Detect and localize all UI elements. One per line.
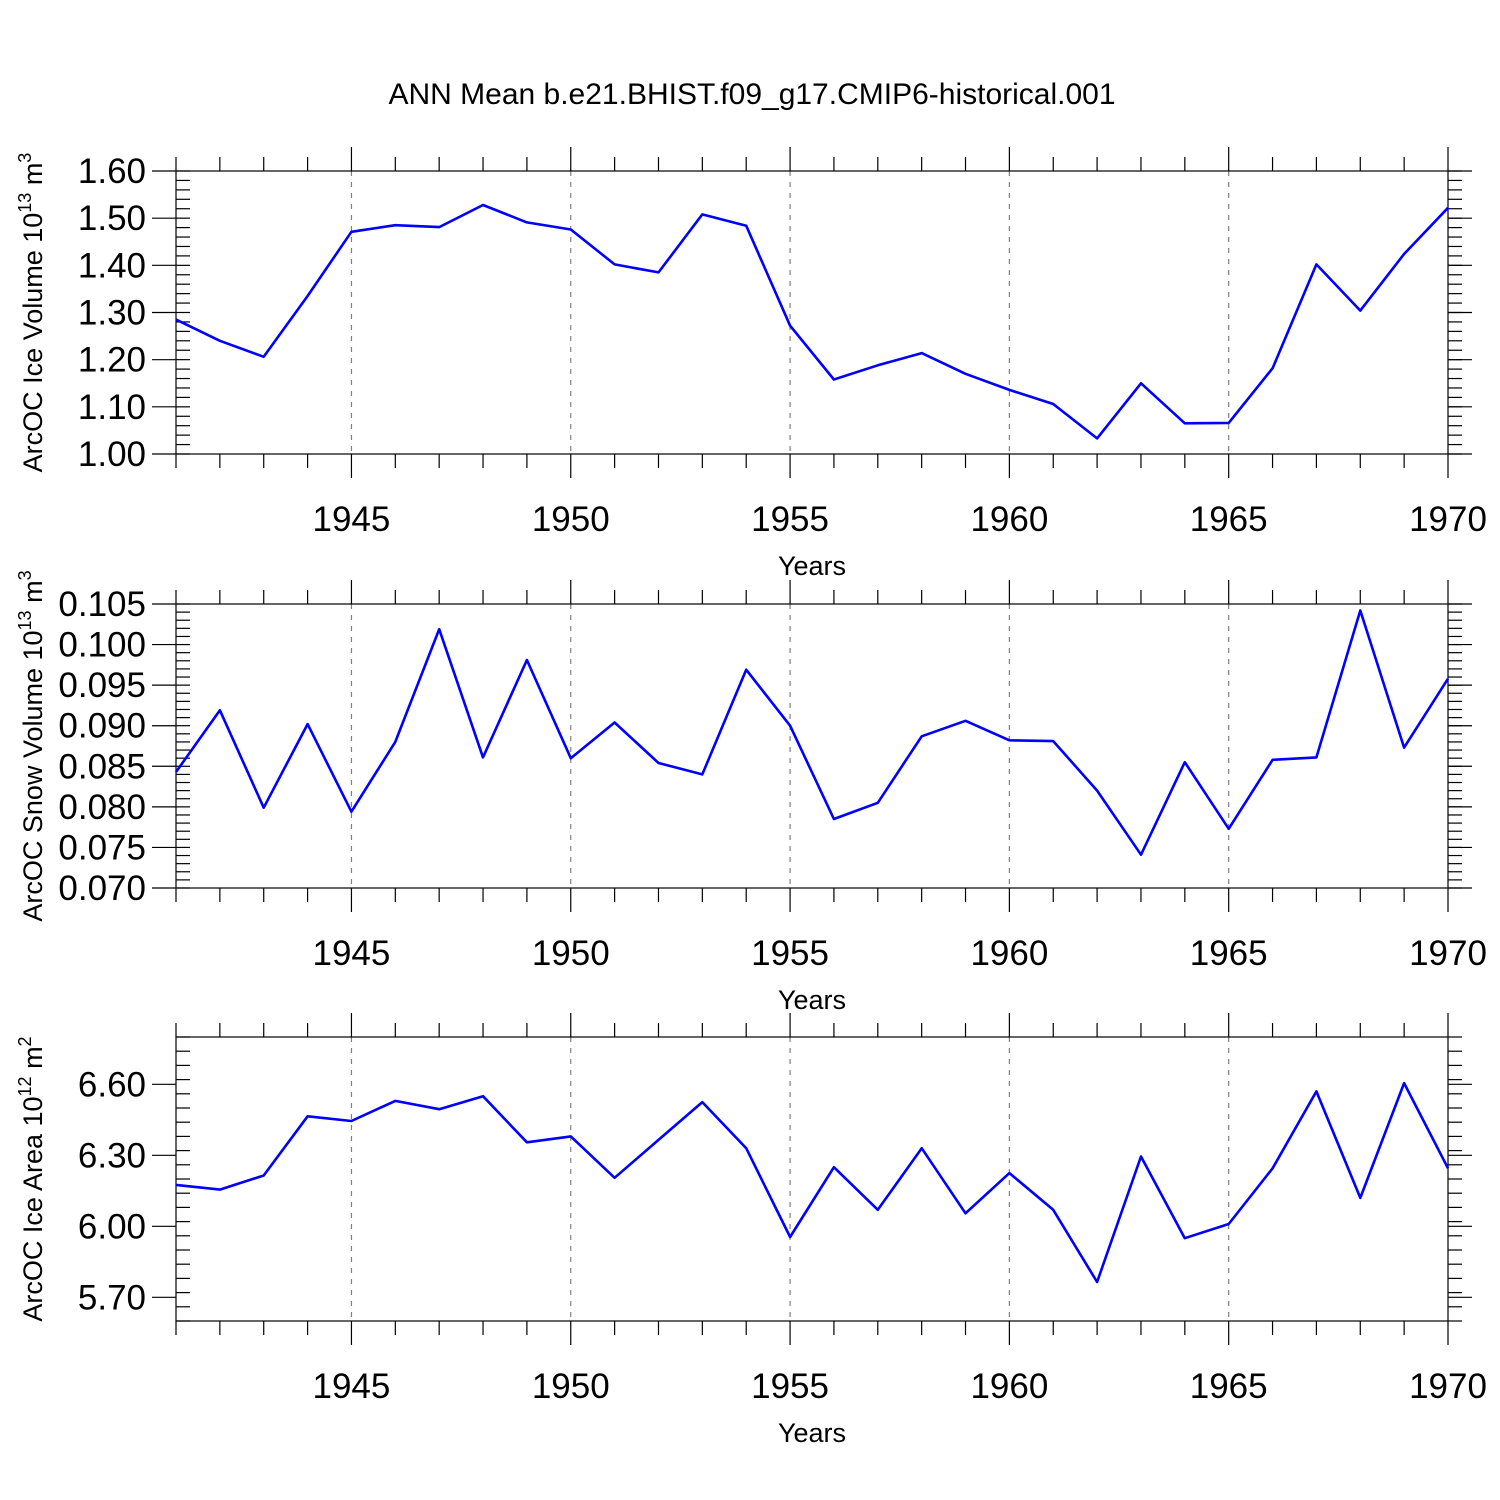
y-axis-label: ArcOC Ice Volume 1013 m3 xyxy=(15,153,48,473)
x-tick-label: 1955 xyxy=(751,934,829,973)
plot-frame xyxy=(175,603,1449,889)
y-tick-label: 1.20 xyxy=(78,341,146,380)
x-tick-label: 1945 xyxy=(313,934,391,973)
x-tick-label: 1950 xyxy=(532,500,610,539)
panel-2: 1945 1950 1955 1960 1965 1970Years0.0700.0750… xyxy=(15,570,1487,1015)
x-axis-label: Years xyxy=(778,551,846,581)
y-tick-label: 0.075 xyxy=(58,828,146,867)
panel-1: 1945 1950 1955 1960 1965 1970 Years 1.00 1.10 1.2… xyxy=(15,147,1487,581)
x-axis-label: Years xyxy=(778,985,846,1015)
figure-title: ANN Mean b.e21.BHIST.f09_g17.CMIP6-histo… xyxy=(388,78,1115,111)
x-tick-label: 1965 xyxy=(1190,1367,1268,1406)
panel-3: 1945 1950 1955 1960 1965 1970 Years 5.70 6.00 6.3… xyxy=(15,1013,1487,1448)
y-tick-label: 0.095 xyxy=(58,666,146,705)
y-tick-label: 1.30 xyxy=(78,294,146,333)
x-tick-label: 1965 xyxy=(1190,934,1268,973)
plot-frame xyxy=(175,170,1449,455)
y-tick-label: 6.00 xyxy=(78,1207,146,1246)
x-tick-label: 1970 xyxy=(1409,500,1487,539)
x-axis-label: Years xyxy=(778,1418,846,1448)
x-tick-label: 1950 xyxy=(532,1367,610,1406)
y-tick-label: 0.080 xyxy=(58,788,146,827)
y-tick-label: 0.070 xyxy=(58,869,146,908)
x-tick-label: 1945 xyxy=(313,500,391,539)
x-tick-label: 1965 xyxy=(1190,500,1268,539)
x-tick-label: 1960 xyxy=(970,1367,1048,1406)
y-tick-label: 1.10 xyxy=(78,388,146,427)
x-tick-label: 1945 xyxy=(313,1367,391,1406)
y-tick-label: 0.105 xyxy=(58,585,146,624)
series-line xyxy=(175,1081,1450,1284)
x-tick-label: 1950 xyxy=(532,934,610,973)
y-tick-label: 5.70 xyxy=(78,1278,146,1317)
x-tick-label: 1970 xyxy=(1409,1367,1487,1406)
x-tick-label: 1970 xyxy=(1409,934,1487,973)
y-tick-label: 1.00 xyxy=(78,435,146,474)
plot-frame xyxy=(175,1036,1449,1322)
x-tick-label: 1955 xyxy=(751,500,829,539)
x-tick-label: 1955 xyxy=(751,1367,829,1406)
y-tick-label: 6.30 xyxy=(78,1136,146,1175)
y-axis-label: ArcOC Snow Volume 1013 m3 xyxy=(15,570,48,921)
y-tick-label: 6.60 xyxy=(78,1065,146,1104)
x-tick-label: 1960 xyxy=(970,934,1048,973)
y-axis-label: ArcOC Ice Area 1012 m2 xyxy=(15,1036,48,1321)
series-line xyxy=(174,609,1450,857)
y-tick-label: 1.40 xyxy=(78,246,146,285)
y-tick-label: 1.60 xyxy=(78,152,146,191)
panels: 1945 1950 1955 1960 1965 1970 Years 1.00 1.10 1.2… xyxy=(15,147,1487,1448)
y-tick-label: 0.100 xyxy=(58,626,146,665)
y-tick-label: 0.090 xyxy=(58,707,146,746)
y-tick-label: 0.085 xyxy=(58,747,146,786)
series-line xyxy=(175,203,1449,440)
x-tick-label: 1960 xyxy=(970,500,1048,539)
y-tick-label: 1.50 xyxy=(78,199,146,238)
